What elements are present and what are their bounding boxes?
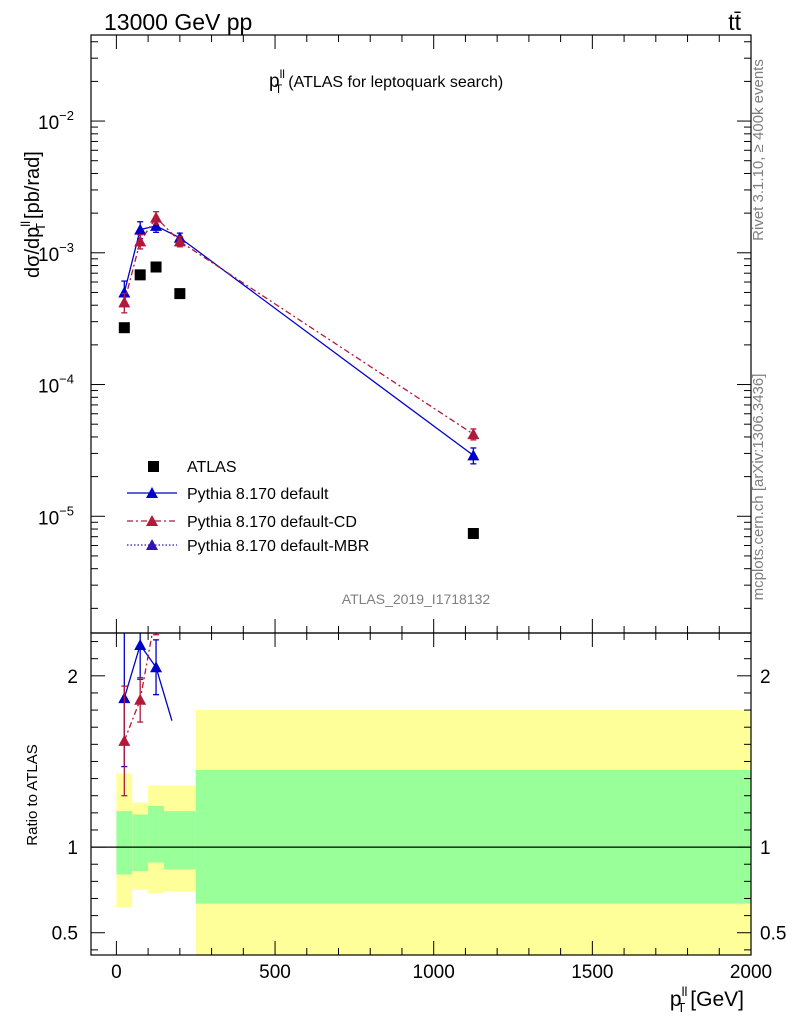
data-point-cd [173, 235, 186, 247]
y-tick-label: 10−3 [38, 240, 74, 266]
uncertainty-band-inner [132, 814, 149, 872]
data-point-atlas [150, 261, 162, 273]
y-tick-exp: −4 [59, 372, 74, 387]
legend-label-default: Pythia 8.170 default [187, 486, 329, 503]
y-tick-exp: −5 [59, 503, 74, 518]
xlabel-main: p [670, 988, 682, 1011]
data-point-cd [150, 211, 163, 223]
legend-entry-default: Pythia 8.170 default [127, 486, 329, 503]
legend-label-atlas: ATLAS [187, 459, 237, 476]
title-rest: (ATLAS for leptoquark search) [288, 74, 503, 91]
xlabel-rest: [GeV] [690, 988, 744, 1011]
legend-entry-atlas: ATLAS [148, 459, 237, 476]
x-tick-label: 2000 [730, 962, 772, 983]
data-point-cd [134, 235, 147, 247]
y-tick-base: 10 [38, 508, 59, 529]
legend-marker-mbr [146, 539, 158, 550]
x-tick-label: 1000 [413, 962, 455, 983]
data-point-default [118, 286, 131, 298]
data-point-atlas [467, 527, 479, 539]
y-tick-label: 10−4 [38, 372, 74, 398]
x-axis-label: pll T [GeV] [670, 984, 744, 1015]
ylabel-sub: T [33, 223, 48, 231]
x-tick-label: 500 [259, 962, 291, 983]
xlabel-sup: ll [682, 984, 688, 999]
series-line-default [123, 225, 474, 456]
ratio-y-tick-label-left: 1 [67, 838, 78, 859]
y-tick-label: 10−5 [38, 503, 74, 529]
header-process-label: tt̄ [728, 9, 741, 35]
y-tick-label: 10−2 [38, 108, 74, 134]
ratio-panel: 0.5 0.5 1 1 2 2 0 500 1000 1500 2000 Ratio to ATLA… [24, 606, 786, 1015]
legend-marker-default [146, 487, 158, 498]
y-tick-base: 10 [38, 113, 59, 134]
uncertainty-band-inner [116, 811, 133, 875]
rivet-version-label: Rivet 3.1.10, ≥ 400k events [750, 59, 767, 241]
ratio-axis-ticks [91, 633, 752, 955]
ylabel-rest: [pb/rad] [22, 151, 44, 219]
legend-label-cd: Pythia 8.170 default-CD [187, 514, 357, 531]
data-point-default [467, 449, 480, 461]
ratio-point-default [150, 661, 163, 673]
ylabel-main: dσ/dp [22, 227, 44, 278]
ratio-point-cd [134, 693, 147, 705]
y-tick-exp: −2 [59, 108, 74, 123]
legend-entry-mbr: Pythia 8.170 default-MBR [127, 538, 369, 555]
data-point-cd [118, 296, 131, 308]
header-beam-label: 13000 GeV pp [104, 9, 252, 35]
xlabel-sub: T [677, 1000, 685, 1015]
main-axis-ticks [91, 35, 752, 633]
legend: ATLAS Pythia 8.170 default Pythia 8.170 … [127, 459, 369, 555]
title-sub: T [275, 82, 283, 96]
y-tick-base: 10 [38, 245, 59, 266]
ratio-point-cd [150, 606, 162, 617]
data-point-default [134, 223, 147, 235]
series-line-cd [123, 216, 474, 435]
main-panel: 10−510−410−310−2 pll T (ATLAS for leptoqua… [18, 34, 752, 634]
data-point-atlas [118, 322, 130, 334]
mcplots-label: mcplots.cern.ch [arXiv:1306.3436] [750, 374, 767, 601]
ratio-y-tick-label-right: 1 [760, 838, 771, 859]
ratio-y-label: Ratio to ATLAS [24, 744, 41, 845]
ratio-tick-labels: 0.5 0.5 1 1 2 2 0 500 1000 1500 2000 [52, 667, 786, 983]
data-point-atlas [134, 269, 146, 281]
uncertainty-band-inner [195, 770, 751, 904]
legend-marker-cd [146, 515, 158, 526]
main-y-label: dσ/dpllT [pb/rad] [18, 151, 48, 278]
ratio-plot-area [91, 606, 751, 955]
legend-marker-atlas [148, 461, 159, 472]
x-tick-label: 1500 [571, 962, 613, 983]
ratio-point-cd [118, 734, 131, 746]
ratio-y-tick-label-right: 0.5 [760, 924, 786, 945]
ylabel-sup: ll [18, 221, 33, 227]
data-point-cd [467, 428, 480, 440]
uncertainty-band-inner [148, 805, 164, 863]
main-plot-area [118, 211, 480, 539]
title-sup: ll [280, 67, 285, 81]
y-tick-base: 10 [38, 377, 59, 398]
x-tick-label: 0 [111, 962, 122, 983]
main-title: pll T (ATLAS for leptoquark search) [269, 67, 503, 96]
legend-label-mbr: Pythia 8.170 default-MBR [187, 538, 369, 555]
title-main: p [269, 71, 280, 92]
main-y-tick-labels: 10−510−410−310−2 [38, 108, 74, 529]
y-tick-exp: −3 [59, 240, 74, 255]
data-point-default [150, 219, 163, 231]
data-point-atlas [174, 288, 186, 300]
ratio-frame [90, 632, 752, 956]
ratio-y-tick-label-left: 0.5 [52, 924, 78, 945]
analysis-watermark: ATLAS_2019_I1718132 [342, 591, 491, 607]
ratio-y-tick-label-right: 2 [760, 667, 771, 688]
ratio-y-tick-label-left: 2 [67, 667, 78, 688]
legend-entry-cd: Pythia 8.170 default-CD [127, 514, 357, 531]
uncertainty-band-inner [163, 811, 196, 870]
ratio-point-default [134, 638, 147, 650]
